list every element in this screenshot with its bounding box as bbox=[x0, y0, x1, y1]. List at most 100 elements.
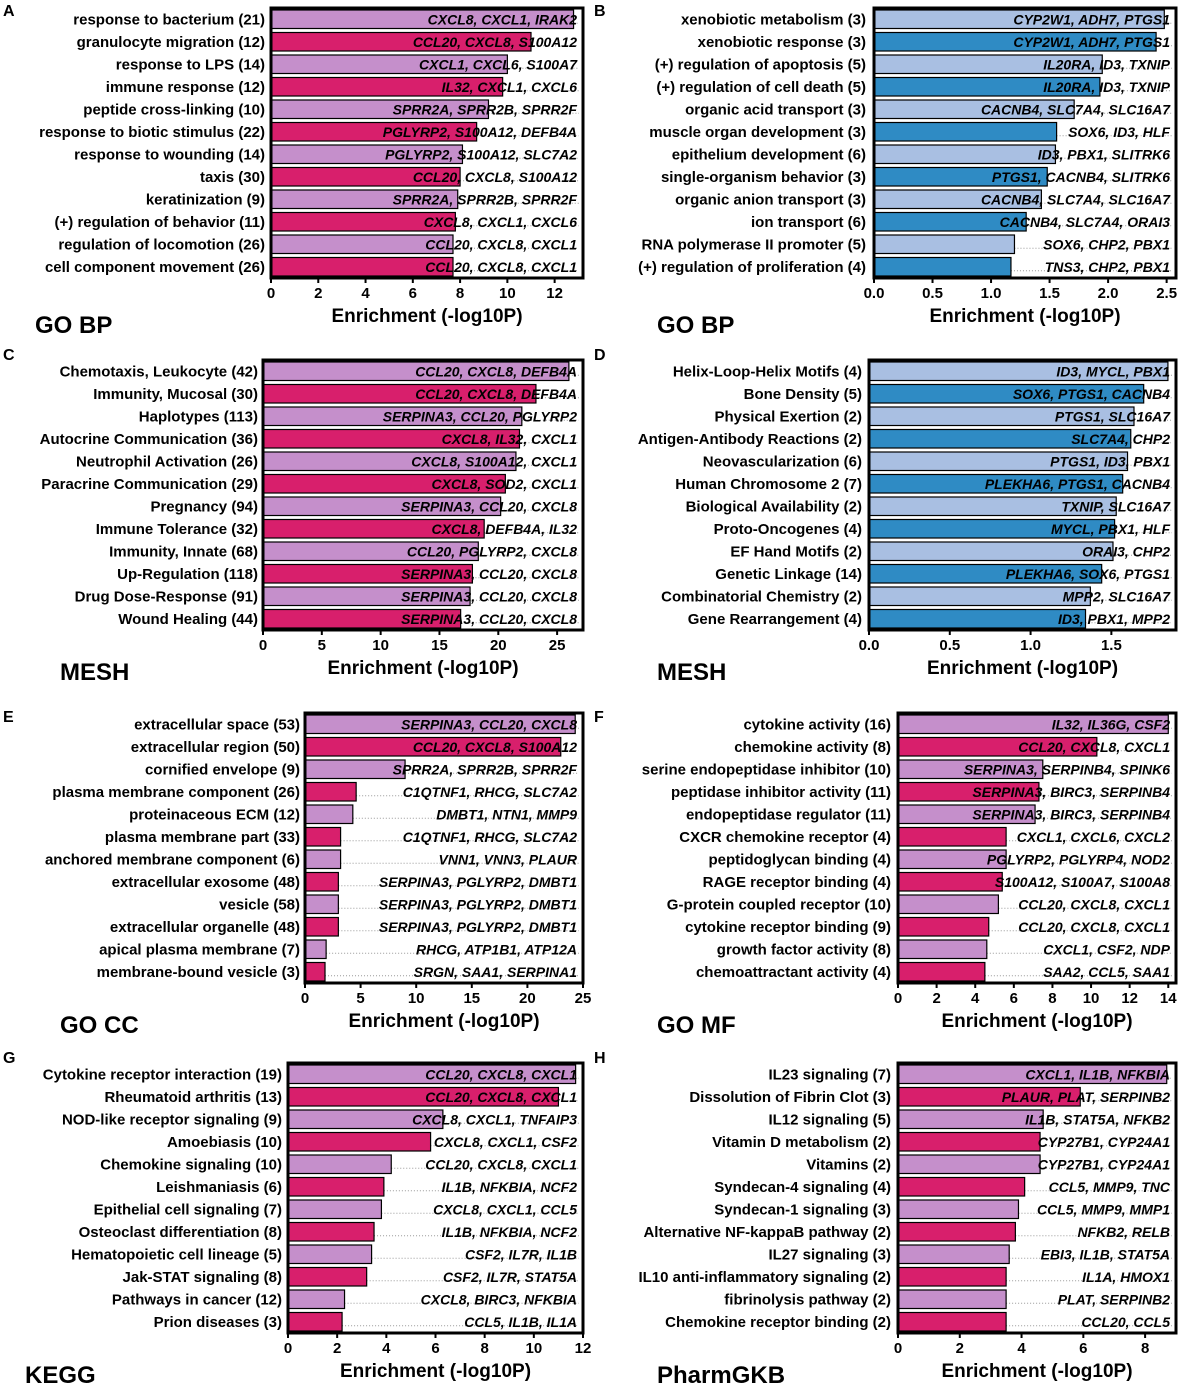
category-label: (+) regulation of apoptosis (5) bbox=[655, 56, 866, 73]
ontology-label: MESH bbox=[657, 659, 726, 686]
gene-label: CSF2, IL7R, IL1B bbox=[465, 1246, 577, 1262]
gene-label: CCL20, PGLYRP2, CXCL8 bbox=[407, 543, 577, 559]
plot-frame bbox=[269, 6, 585, 280]
gene-label: CCL5, MMP9, TNC bbox=[1049, 1179, 1171, 1195]
gene-label: CCL20, CCL5 bbox=[1081, 1314, 1170, 1330]
category-label: cornified envelope (9) bbox=[145, 761, 300, 778]
category-label: cytokine activity (16) bbox=[743, 716, 891, 733]
bar bbox=[897, 1311, 1007, 1332]
category-label: regulation of locomotion (26) bbox=[58, 236, 265, 253]
x-tick-label: 8 bbox=[1141, 1340, 1149, 1357]
category-label: IL23 signaling (7) bbox=[768, 1066, 891, 1083]
category-label: IL10 anti-inflammatory signaling (2) bbox=[638, 1269, 891, 1286]
x-tick-label: 4 bbox=[361, 285, 370, 302]
x-tick-label: 25 bbox=[549, 637, 566, 654]
x-tick-label: 2.5 bbox=[1156, 285, 1177, 302]
bar bbox=[287, 1289, 346, 1310]
bar bbox=[897, 1266, 1007, 1287]
gene-label: CXCL8, DEFB4A, IL32 bbox=[432, 521, 578, 537]
category-label: xenobiotic response (3) bbox=[698, 34, 866, 51]
gene-label: CCL20, CXCL8, CXCL1 bbox=[1018, 896, 1170, 912]
category-label: Paracrine Communication (29) bbox=[41, 476, 258, 493]
bar bbox=[897, 1154, 1041, 1175]
x-tick-label: 1.5 bbox=[1039, 285, 1060, 302]
gene-label: ID3, PBX1, MPP2 bbox=[1058, 611, 1170, 627]
bar bbox=[304, 759, 406, 780]
gene-label: SOX6, PTGS1, CACNB4 bbox=[1013, 386, 1170, 402]
bar bbox=[287, 1244, 373, 1265]
x-tick-label: 8 bbox=[1048, 990, 1056, 1007]
x-tick-label: 0.0 bbox=[859, 637, 880, 654]
bar bbox=[868, 541, 1114, 562]
gene-label: SPRR2A, SPRR2B, SPRR2F bbox=[393, 761, 578, 777]
category-label: Antigen-Antibody Reactions (2) bbox=[638, 431, 862, 448]
gene-label: TNS3, CHP2, PBX1 bbox=[1045, 259, 1170, 275]
x-tick-label: 0 bbox=[267, 285, 275, 302]
category-label: Alternative NF-kappaB pathway (2) bbox=[643, 1224, 891, 1241]
x-tick-label: 20 bbox=[490, 637, 507, 654]
bar bbox=[287, 1221, 375, 1242]
gene-label: IL32, CXCL1, CXCL6 bbox=[442, 79, 578, 95]
x-tick-label: 0 bbox=[894, 990, 902, 1007]
gene-label: S100A12, S100A7, S100A8 bbox=[995, 874, 1170, 890]
gene-label: PGLYRP2, PGLYRP4, NOD2 bbox=[987, 851, 1170, 867]
panel-h: H IL23 signaling (7) CXCL1, IL1B, NFKBIA Di… bbox=[594, 1050, 1178, 1389]
panel-c: C Chemotaxis, Leukocyte (42) CCL20, CXCL8,… bbox=[3, 347, 585, 686]
plot-frame bbox=[867, 358, 1178, 632]
category-label: peptidoglycan binding (4) bbox=[709, 851, 892, 868]
category-label: immune response (12) bbox=[106, 79, 265, 96]
category-label: ion transport (6) bbox=[751, 214, 866, 231]
gene-label: SERPINA3, CCL20, PGLYRP2 bbox=[383, 408, 577, 424]
category-label: Neutrophil Activation (26) bbox=[76, 453, 258, 470]
category-label: Epithelial cell signaling (7) bbox=[94, 1201, 282, 1218]
bar bbox=[304, 849, 342, 870]
x-tick-label: 8 bbox=[480, 1340, 488, 1357]
category-label: Syndecan-1 signaling (3) bbox=[714, 1201, 891, 1218]
panel-letter: F bbox=[594, 709, 604, 726]
category-label: Human Chromosome 2 (7) bbox=[675, 476, 862, 493]
bar bbox=[897, 1131, 1041, 1152]
category-label: peptidase inhibitor activity (11) bbox=[671, 784, 891, 801]
category-label: chemokine activity (8) bbox=[734, 739, 891, 756]
category-label: organic anion transport (3) bbox=[675, 191, 866, 208]
x-axis-title: Enrichment (-log10P) bbox=[348, 1011, 539, 1032]
category-label: Immunity, Innate (68) bbox=[109, 543, 258, 560]
x-tick-label: 12 bbox=[575, 1340, 592, 1357]
gene-label: CXCL8, CXCL1, IRAK2 bbox=[428, 11, 578, 27]
gene-label: IL1B, NFKBIA, NCF2 bbox=[442, 1179, 578, 1195]
category-label: anchored membrane component (6) bbox=[45, 851, 300, 868]
gene-label: PLAT, SERPINB2 bbox=[1058, 1291, 1170, 1307]
category-label: proteinaceous ECM (12) bbox=[129, 806, 300, 823]
x-tick-label: 6 bbox=[431, 1340, 439, 1357]
category-label: Gene Rearrangement (4) bbox=[688, 611, 862, 628]
gene-label: CSF2, IL7R, STAT5A bbox=[443, 1269, 577, 1285]
category-label: response to wounding (14) bbox=[74, 146, 265, 163]
gene-label: CXCL8, IL32, CXCL1 bbox=[442, 431, 578, 447]
category-label: Haplotypes (113) bbox=[139, 408, 258, 425]
gene-label: SERPINA3, PGLYRP2, DMBT1 bbox=[379, 919, 577, 935]
category-label: Chemokine receptor binding (2) bbox=[665, 1314, 891, 1331]
gene-label: CXCL8, BIRC3, NFKBIA bbox=[421, 1291, 577, 1307]
gene-label: NFKB2, RELB bbox=[1077, 1224, 1170, 1240]
gene-label: C1QTNF1, RHCG, SLC7A2 bbox=[403, 784, 577, 800]
x-tick-label: 1.0 bbox=[1020, 637, 1041, 654]
category-label: response to biotic stimulus (22) bbox=[39, 124, 265, 141]
bar bbox=[868, 608, 1087, 629]
category-label: IL27 signaling (3) bbox=[768, 1246, 891, 1263]
x-tick-label: 25 bbox=[575, 990, 592, 1007]
x-tick-label: 10 bbox=[525, 1340, 542, 1357]
category-label: Dissolution of Fibrin Clot (3) bbox=[689, 1089, 891, 1106]
panel-letter: D bbox=[594, 347, 606, 364]
bar bbox=[897, 826, 1007, 847]
bar bbox=[304, 804, 354, 825]
panel-letter: H bbox=[594, 1050, 606, 1067]
gene-label: SOX6, ID3, HLF bbox=[1068, 124, 1170, 140]
gene-label: TXNIP, SLC16A7 bbox=[1061, 498, 1171, 514]
gene-label: MYCL, PBX1, HLF bbox=[1051, 521, 1170, 537]
gene-label: CXCL1, IL1B, NFKBIA bbox=[1025, 1066, 1170, 1082]
bar bbox=[304, 826, 342, 847]
category-label: (+) regulation of proliferation (4) bbox=[638, 259, 866, 276]
bar bbox=[287, 1311, 343, 1332]
